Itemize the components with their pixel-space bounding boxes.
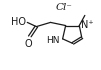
Text: O: O: [24, 39, 32, 49]
Text: HO: HO: [11, 17, 26, 27]
Text: N⁺: N⁺: [81, 20, 93, 30]
Text: HN: HN: [47, 36, 60, 45]
Text: Cl⁻: Cl⁻: [56, 3, 73, 11]
